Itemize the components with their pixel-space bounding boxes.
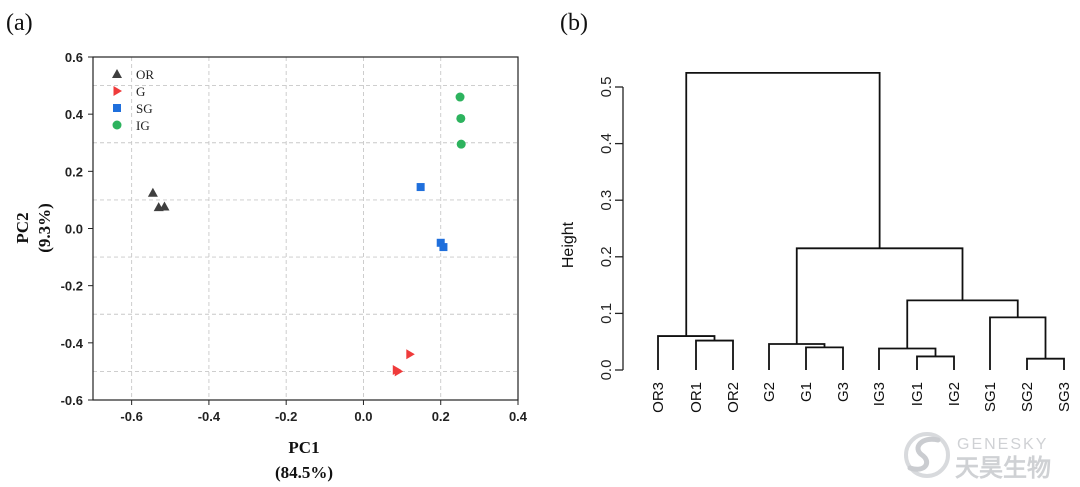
height-tick-label: 0.4 — [598, 133, 615, 154]
leaf-label: G1 — [798, 382, 815, 402]
legend-marker-sg — [113, 104, 121, 112]
data-point-g — [406, 349, 415, 360]
data-point-ig — [455, 92, 465, 102]
height-tick-label: 0.0 — [598, 360, 615, 381]
data-point-or — [159, 201, 170, 211]
dendrogram-branch — [795, 247, 964, 344]
legend-label-sg: SG — [136, 101, 153, 116]
dendrogram-y-axis: 0.0 0.1 0.2 0.3 0.4 0.5 — [598, 77, 624, 381]
watermark-brand-cn: 天昊生物 — [955, 455, 1051, 482]
pca-scatter-plot: -0.6 -0.4 -0.2 0.0 0.2 0.4 -0.6 -0.4 -0.2 0.0 0.2 0… — [13, 50, 528, 482]
legend-label-or: OR — [136, 67, 154, 82]
dendrogram-branch — [878, 347, 937, 370]
y-tick-label: 0.0 — [65, 222, 83, 237]
brand-watermark: GENESKY 天昊生物 — [904, 432, 1051, 482]
leaf-label: IG1 — [909, 382, 926, 406]
height-tick-label: 0.5 — [598, 77, 615, 98]
panel-a-label: (a) — [6, 10, 33, 36]
leaf-label: OR1 — [688, 382, 705, 413]
dendrogram-branch — [989, 316, 1047, 370]
height-tick-label: 0.3 — [598, 190, 615, 211]
height-tick-label: 0.2 — [598, 246, 615, 267]
x-axis-sublabel: (84.5%) — [275, 463, 333, 482]
legend-label-g: G — [136, 84, 145, 99]
leaf-label: IG3 — [871, 382, 888, 406]
y-axis-label: PC2 — [13, 212, 32, 243]
dendrogram-branch — [695, 339, 734, 370]
leaf-label: G3 — [835, 382, 852, 402]
data-point-sg — [416, 183, 425, 192]
dendrogram-branches — [657, 71, 1065, 370]
y-tick-label: -0.6 — [61, 393, 83, 408]
y-tick-label: 0.6 — [65, 50, 83, 65]
data-point-sg — [439, 243, 448, 252]
pca-axis-ticks: -0.6 -0.4 -0.2 0.0 0.2 0.4 -0.6 -0.4 -0.2 0.0 0.2 0… — [61, 50, 528, 424]
y-tick-label: -0.4 — [61, 336, 84, 351]
legend-marker-g — [113, 86, 122, 96]
leaf-label: SG1 — [982, 382, 999, 412]
leaf-label: OR3 — [650, 382, 667, 413]
leaf-label: OR2 — [725, 382, 742, 413]
dendrogram-plot: 0.0 0.1 0.2 0.3 0.4 0.5 OR3 OR1 OR2 G2 G1 G3 IG3 IG1… — [560, 71, 1073, 413]
pca-gridlines — [93, 57, 518, 400]
height-axis-label: Height — [560, 221, 577, 268]
data-point-ig — [456, 139, 466, 149]
leaf-label: G2 — [761, 382, 778, 402]
data-point-ig — [456, 113, 466, 123]
dendrogram-branch — [906, 299, 1019, 349]
leaf-label: SG2 — [1019, 382, 1036, 412]
x-axis-label: PC1 — [288, 438, 319, 457]
x-tick-label: 0.4 — [509, 409, 528, 424]
dendrogram-leaf-labels: OR3 OR1 OR2 G2 G1 G3 IG3 IG1 IG2 SG1 SG2 SG3 — [650, 382, 1073, 413]
data-point-sg — [436, 238, 445, 247]
x-tick-label: 0.0 — [354, 409, 372, 424]
dendrogram-branch — [1026, 357, 1065, 370]
pca-legend: OR G SG IG — [112, 67, 154, 133]
x-tick-label: 0.2 — [432, 409, 450, 424]
x-tick-label: -0.4 — [198, 409, 221, 424]
y-tick-label: 0.4 — [65, 107, 84, 122]
data-point-or — [147, 187, 158, 197]
dendrogram-branch — [685, 71, 881, 337]
y-axis-sublabel: (9.3%) — [35, 203, 54, 253]
legend-marker-or — [112, 69, 122, 78]
x-tick-label: -0.6 — [120, 409, 142, 424]
watermark-brand-latin: GENESKY — [957, 436, 1048, 453]
x-tick-label: -0.2 — [275, 409, 297, 424]
panel-b-label: (b) — [560, 10, 588, 36]
leaf-label: IG2 — [946, 382, 963, 406]
pca-data-points — [147, 92, 466, 377]
y-tick-label: -0.2 — [61, 279, 83, 294]
data-point-g — [394, 366, 404, 377]
legend-label-ig: IG — [136, 118, 150, 133]
leaf-label: SG3 — [1056, 382, 1073, 412]
dendrogram-branch — [805, 346, 844, 370]
height-tick-label: 0.1 — [598, 303, 615, 324]
y-tick-label: 0.2 — [65, 164, 83, 179]
genesky-logo-icon — [904, 432, 950, 478]
pca-plot-frame — [92, 56, 519, 401]
legend-marker-ig — [112, 120, 122, 130]
dendrogram-branch — [916, 355, 955, 370]
